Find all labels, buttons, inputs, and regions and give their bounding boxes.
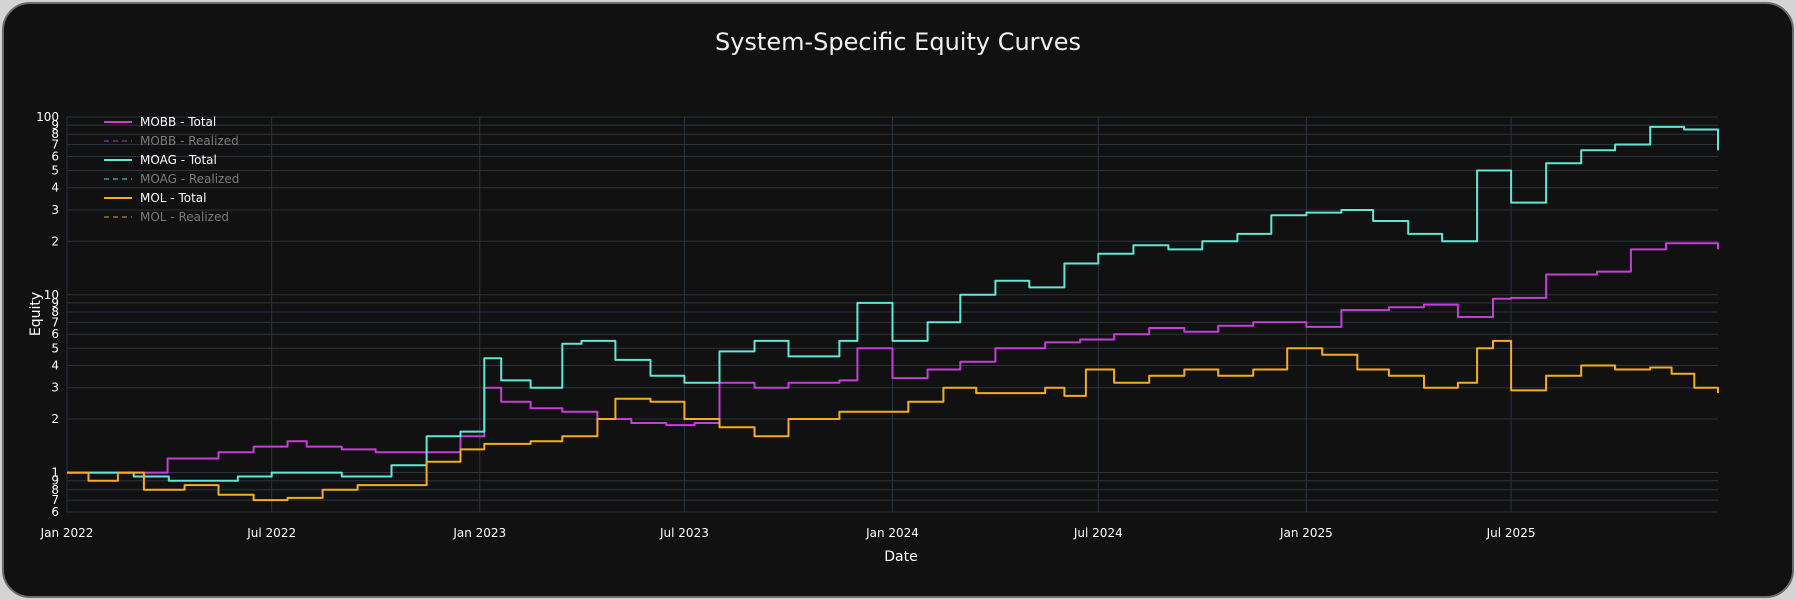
y-tick-label: 6 — [51, 505, 59, 519]
legend[interactable]: MOBB - Total MOBB - Realized MOAG - Total M… — [104, 115, 239, 224]
y-tick-label: 6 — [51, 327, 59, 341]
legend-item-mobb-realized[interactable]: MOBB - Realized — [104, 134, 239, 148]
y-tick-label: 9 — [51, 296, 59, 310]
x-tick-label: Jul 2022 — [246, 526, 296, 540]
y-tick-label: 8 — [51, 305, 59, 319]
x-tick-label: Jan 2023 — [452, 526, 506, 540]
y-tick-label: 7 — [51, 138, 59, 152]
y-tick-label: 9 — [51, 118, 59, 132]
x-tick-label: Jan 2025 — [1279, 526, 1333, 540]
legend-item-mobb-total[interactable]: MOBB - Total — [104, 115, 216, 129]
y-tick-label: 2 — [51, 412, 59, 426]
y-tick-label: 6 — [51, 149, 59, 163]
y-tick-label: 100 — [36, 110, 59, 124]
y-tick-label: 8 — [51, 483, 59, 497]
legend-label: MOAG - Total — [140, 153, 217, 167]
y-tick-label: 10 — [44, 288, 59, 302]
y-tick-label: 3 — [51, 203, 59, 217]
legend-item-moag-realized[interactable]: MOAG - Realized — [104, 172, 239, 186]
x-axis-title: Date — [884, 549, 917, 565]
x-tick-label: Jan 2022 — [40, 526, 94, 540]
y-tick-label: 4 — [51, 181, 59, 195]
y-tick-label: 3 — [51, 381, 59, 395]
x-tick-label: Jul 2023 — [659, 526, 709, 540]
y-tick-label: 2 — [51, 234, 59, 248]
chart-title: System-Specific Equity Curves — [714, 28, 1082, 56]
y-tick-label: 4 — [51, 359, 59, 373]
legend-item-moag-total[interactable]: MOAG - Total — [104, 153, 217, 167]
legend-label: MOL - Realized — [140, 210, 229, 224]
y-tick-label: 9 — [51, 474, 59, 488]
legend-item-mol-realized[interactable]: MOL - Realized — [104, 210, 229, 224]
y-axis-title: Equity — [28, 292, 44, 336]
y-tick-label: 5 — [51, 341, 59, 355]
legend-label: MOBB - Realized — [140, 134, 239, 148]
legend-label: MOBB - Total — [140, 115, 216, 129]
legend-item-mol-total[interactable]: MOL - Total — [104, 191, 206, 205]
series-line-mol-total — [67, 339, 1719, 502]
y-tick-label: 7 — [51, 315, 59, 329]
series-layer — [67, 125, 1719, 502]
y-tick-label: 7 — [51, 493, 59, 507]
legend-label: MOL - Total — [140, 191, 206, 205]
x-tick-label: Jul 2024 — [1073, 526, 1123, 540]
y-tick-label: 1 — [51, 466, 59, 480]
legend-label: MOAG - Realized — [140, 172, 239, 186]
series-line-mobb-total — [67, 242, 1719, 474]
x-tick-label: Jan 2024 — [865, 526, 919, 540]
series-line-moag-total — [67, 125, 1719, 482]
y-tick-label: 8 — [51, 127, 59, 141]
x-tick-label: Jul 2025 — [1486, 526, 1536, 540]
y-tick-label: 5 — [51, 164, 59, 178]
